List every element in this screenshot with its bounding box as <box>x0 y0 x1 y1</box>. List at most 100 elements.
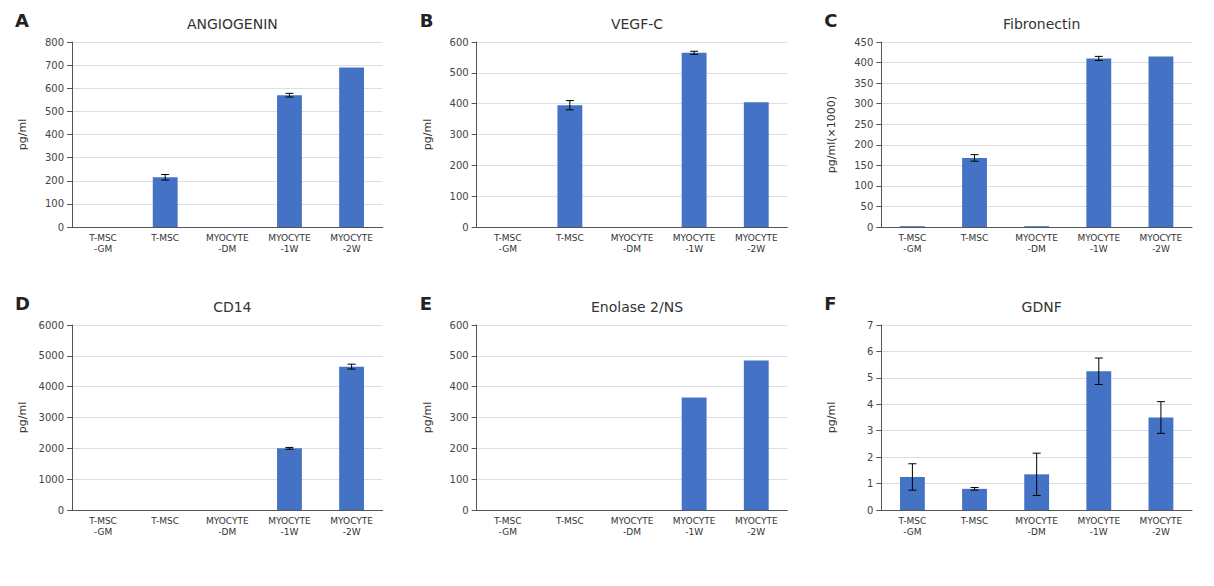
svg-text:MYOCYTE: MYOCYTE <box>611 516 654 526</box>
svg-text:500: 500 <box>45 106 64 117</box>
svg-text:MYOCYTE: MYOCYTE <box>611 233 654 243</box>
svg-text:-GM: -GM <box>499 244 517 254</box>
svg-text:VEGF-C: VEGF-C <box>611 16 663 32</box>
svg-text:5000: 5000 <box>39 350 64 361</box>
svg-text:T-MSC: T-MSC <box>898 233 927 243</box>
svg-text:200: 200 <box>450 443 469 454</box>
svg-text:T-MSC: T-MSC <box>88 233 117 243</box>
svg-text:-1W: -1W <box>1090 244 1108 254</box>
svg-text:T-MSC: T-MSC <box>555 516 584 526</box>
svg-text:pg/ml: pg/ml <box>421 119 434 150</box>
svg-text:CD14: CD14 <box>213 299 251 315</box>
svg-text:350: 350 <box>854 78 873 89</box>
svg-text:T-MSC: T-MSC <box>555 233 584 243</box>
svg-text:T-MSC: T-MSC <box>960 233 989 243</box>
svg-text:200: 200 <box>854 139 873 150</box>
svg-text:MYOCYTE: MYOCYTE <box>673 233 716 243</box>
svg-text:250: 250 <box>854 119 873 130</box>
svg-text:500: 500 <box>450 350 469 361</box>
svg-text:T-MSC: T-MSC <box>493 516 522 526</box>
svg-text:-1W: -1W <box>685 244 703 254</box>
svg-text:MYOCYTE: MYOCYTE <box>1077 516 1120 526</box>
svg-text:-DM: -DM <box>623 244 641 254</box>
svg-text:MYOCYTE: MYOCYTE <box>735 233 778 243</box>
svg-text:B: B <box>420 10 434 31</box>
svg-text:300: 300 <box>450 412 469 423</box>
svg-text:-DM: -DM <box>1028 244 1046 254</box>
svg-text:-GM: -GM <box>903 527 921 537</box>
svg-text:ANGIOGENIN: ANGIOGENIN <box>187 16 278 32</box>
svg-text:600: 600 <box>450 320 469 331</box>
svg-text:-GM: -GM <box>94 527 112 537</box>
svg-text:-DM: -DM <box>1028 527 1046 537</box>
svg-text:5: 5 <box>867 372 873 383</box>
svg-text:0: 0 <box>867 505 873 516</box>
svg-text:800: 800 <box>45 37 64 48</box>
svg-text:MYOCYTE: MYOCYTE <box>206 516 249 526</box>
svg-text:1000: 1000 <box>39 474 64 485</box>
svg-text:7: 7 <box>867 320 873 331</box>
svg-text:400: 400 <box>45 129 64 140</box>
svg-text:pg/ml: pg/ml <box>421 402 434 433</box>
svg-text:6000: 6000 <box>39 320 64 331</box>
svg-text:2000: 2000 <box>39 443 64 454</box>
svg-text:400: 400 <box>854 57 873 68</box>
svg-text:500: 500 <box>450 67 469 78</box>
svg-text:400: 400 <box>450 98 469 109</box>
svg-text:MYOCYTE: MYOCYTE <box>330 516 373 526</box>
svg-text:MYOCYTE: MYOCYTE <box>1140 233 1183 243</box>
svg-text:2: 2 <box>867 452 873 463</box>
svg-text:600: 600 <box>450 37 469 48</box>
svg-text:4: 4 <box>867 399 873 410</box>
svg-text:MYOCYTE: MYOCYTE <box>268 233 311 243</box>
svg-text:-2W: -2W <box>343 527 361 537</box>
svg-text:100: 100 <box>450 474 469 485</box>
svg-text:-2W: -2W <box>747 527 765 537</box>
svg-text:0: 0 <box>58 505 64 516</box>
svg-text:MYOCYTE: MYOCYTE <box>268 516 311 526</box>
svg-text:-2W: -2W <box>343 244 361 254</box>
svg-text:A: A <box>15 10 29 31</box>
svg-text:MYOCYTE: MYOCYTE <box>330 233 373 243</box>
svg-text:400: 400 <box>450 381 469 392</box>
svg-text:700: 700 <box>45 60 64 71</box>
svg-text:-DM: -DM <box>218 244 236 254</box>
svg-text:GDNF: GDNF <box>1022 299 1062 315</box>
svg-text:-1W: -1W <box>685 527 703 537</box>
svg-text:200: 200 <box>450 160 469 171</box>
svg-text:3: 3 <box>867 425 873 436</box>
svg-text:C: C <box>824 10 837 31</box>
svg-text:E: E <box>420 293 432 314</box>
svg-text:MYOCYTE: MYOCYTE <box>1077 233 1120 243</box>
svg-text:MYOCYTE: MYOCYTE <box>673 516 716 526</box>
svg-text:MYOCYTE: MYOCYTE <box>1015 516 1058 526</box>
svg-text:F: F <box>824 293 836 314</box>
svg-text:200: 200 <box>45 175 64 186</box>
svg-text:MYOCYTE: MYOCYTE <box>206 233 249 243</box>
svg-text:4000: 4000 <box>39 381 64 392</box>
svg-text:MYOCYTE: MYOCYTE <box>1015 233 1058 243</box>
svg-text:100: 100 <box>450 191 469 202</box>
svg-text:100: 100 <box>45 198 64 209</box>
svg-text:0: 0 <box>867 222 873 233</box>
svg-text:1: 1 <box>867 478 873 489</box>
svg-text:pg/ml: pg/ml <box>16 402 29 433</box>
svg-text:0: 0 <box>58 222 64 233</box>
svg-text:-DM: -DM <box>623 527 641 537</box>
svg-text:50: 50 <box>861 201 874 212</box>
svg-text:MYOCYTE: MYOCYTE <box>1140 516 1183 526</box>
svg-text:0: 0 <box>462 222 468 233</box>
svg-text:-DM: -DM <box>218 527 236 537</box>
svg-text:T-MSC: T-MSC <box>493 233 522 243</box>
svg-text:MYOCYTE: MYOCYTE <box>735 516 778 526</box>
svg-text:-GM: -GM <box>94 244 112 254</box>
svg-text:Enolase 2/NS: Enolase 2/NS <box>591 299 683 315</box>
svg-text:3000: 3000 <box>39 412 64 423</box>
svg-text:0: 0 <box>462 505 468 516</box>
svg-text:T-MSC: T-MSC <box>150 233 179 243</box>
svg-text:-1W: -1W <box>1090 527 1108 537</box>
svg-text:D: D <box>15 293 30 314</box>
svg-text:-GM: -GM <box>903 244 921 254</box>
svg-text:-2W: -2W <box>747 244 765 254</box>
svg-text:pg/ml: pg/ml <box>16 119 29 150</box>
